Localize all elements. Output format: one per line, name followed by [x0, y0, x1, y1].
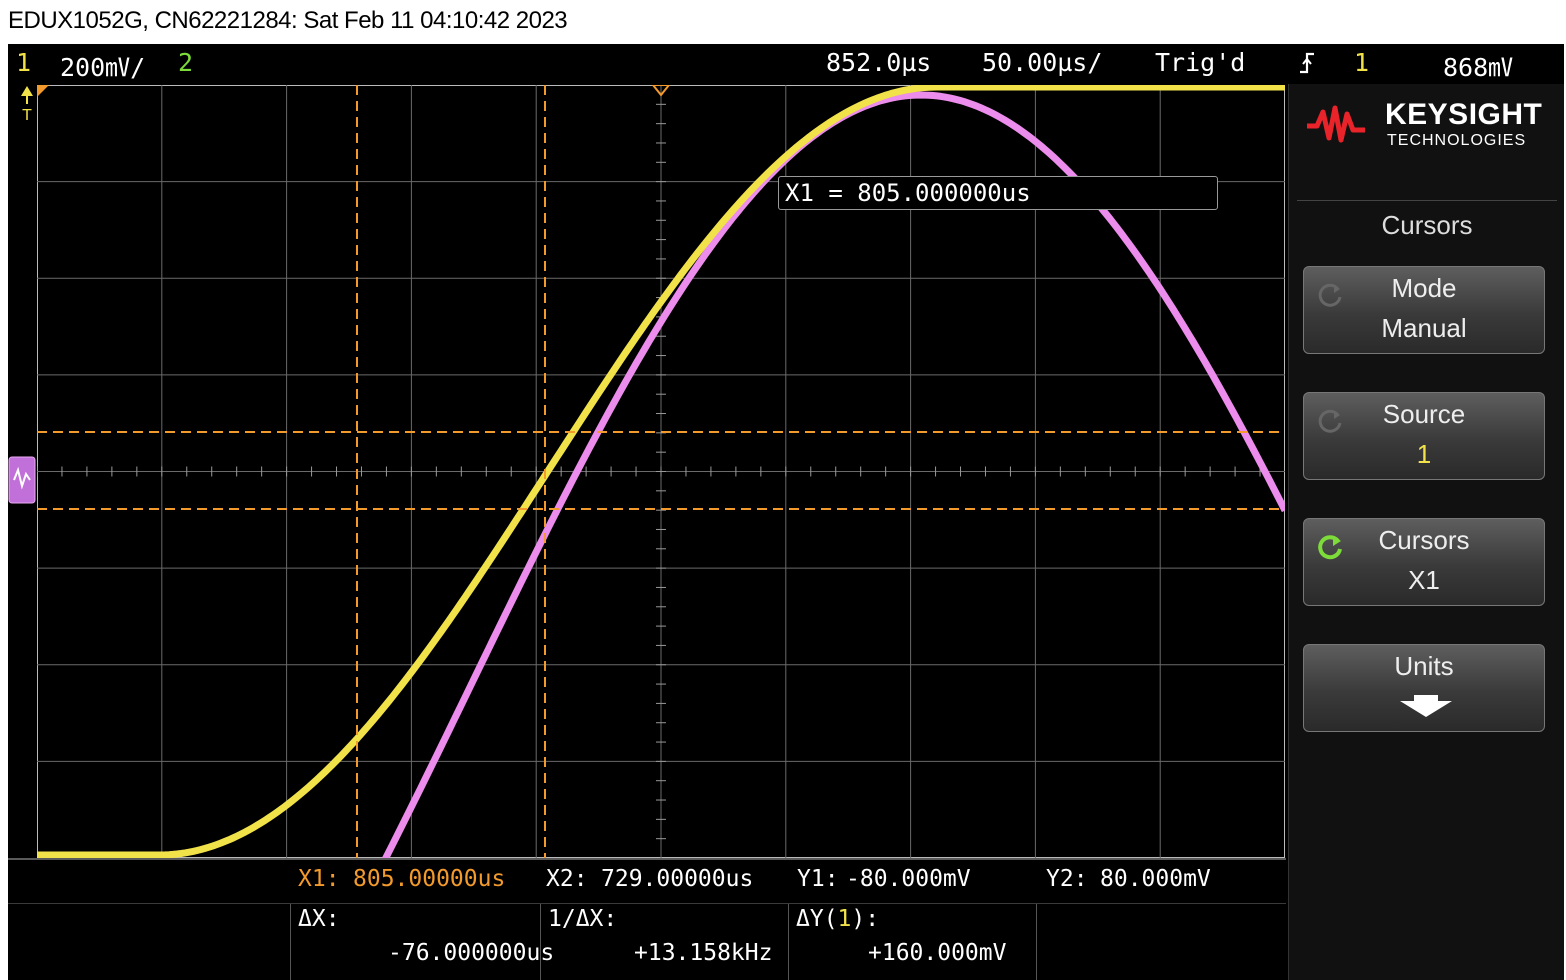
softkey-source[interactable]: Source 1 — [1303, 392, 1545, 480]
ch1-label[interactable]: 1 — [16, 48, 32, 77]
x1-value: 805.00000us — [353, 866, 506, 892]
window-title: EDUX1052G, CN62221284: Sat Feb 11 04:10:… — [8, 7, 568, 34]
ch1-scale[interactable]: 200㎷/ — [60, 53, 146, 82]
softkey-cursors[interactable]: Cursors X1 — [1303, 518, 1545, 606]
divider — [788, 904, 789, 980]
y2-value: 80.000mV — [1100, 866, 1211, 892]
divider — [1297, 200, 1557, 201]
divider — [290, 904, 291, 980]
status-bar: 1 200㎷/ 2 852.0µs 50.00µs/ Trig'd 1 868㎷ — [8, 44, 1564, 82]
x2-value: 729.00000us — [601, 866, 754, 892]
waveform-plot[interactable] — [37, 85, 1285, 858]
dx-value: -76.000000us — [388, 940, 555, 966]
softkey-label: Source — [1382, 399, 1466, 429]
softkey-mode[interactable]: Mode Manual — [1303, 266, 1545, 354]
time-scale[interactable]: 50.00µs/ — [982, 48, 1103, 77]
oscilloscope-screen: 1 200㎷/ 2 852.0µs 50.00µs/ Trig'd 1 868㎷… — [8, 44, 1564, 980]
softkey-value: 1 — [1416, 439, 1432, 469]
dy-label: ΔY(1): — [796, 906, 879, 932]
rotate-knob-icon — [1318, 409, 1342, 433]
dx-label: ΔX: — [298, 906, 340, 932]
delta-values-row: ΔX: -76.000000us 1/ΔX: +13.158kHz ΔY(1):… — [8, 903, 1286, 980]
inv-dx-label: 1/ΔX: — [548, 906, 618, 932]
down-arrow-icon — [1400, 695, 1452, 717]
softkey-value: X1 — [1408, 565, 1440, 595]
keysight-logo: KEYSIGHT TECHNOLOGIES — [1305, 94, 1550, 154]
softkey-value: Manual — [1381, 313, 1467, 343]
time-delay[interactable]: 852.0µs — [826, 48, 932, 77]
trigger-state: Trig'd — [1155, 48, 1246, 77]
rotate-knob-active-icon — [1318, 535, 1342, 560]
measurement-panel: X1: 805.00000us X2: 729.00000us Y1: -80.… — [8, 858, 1286, 980]
ch2-label[interactable]: 2 — [178, 48, 194, 77]
cursor-values-row: X1: 805.00000us X2: 729.00000us Y1: -80.… — [8, 858, 1286, 904]
cursor-readout: X1 = 805.000000us — [778, 176, 1218, 210]
dy-label-suffix: ): — [851, 906, 880, 932]
inv-dx-value: +13.158kHz — [634, 940, 773, 966]
softkey-units[interactable]: Units — [1303, 644, 1545, 732]
divider — [1036, 904, 1037, 980]
ground-marker[interactable]: T — [19, 84, 35, 124]
x1-label: X1: — [298, 866, 340, 892]
trigger-level[interactable]: 868㎷ — [1443, 53, 1514, 82]
math-waveform-icon[interactable] — [8, 456, 38, 504]
divider — [540, 904, 541, 980]
dy-label-prefix: ΔY( — [796, 906, 838, 932]
softkey-label: Units — [1394, 651, 1454, 681]
x2-label: X2: — [546, 866, 588, 892]
softkey-label: Cursors — [1378, 525, 1470, 555]
dy-label-source: 1 — [837, 906, 852, 932]
brand-sub: TECHNOLOGIES — [1387, 132, 1527, 149]
y1-value: -80.000mV — [846, 866, 971, 892]
softkey-label: Mode — [1391, 273, 1457, 303]
time-reference-marker — [37, 85, 49, 97]
keysight-wave-icon — [1307, 105, 1365, 143]
rotate-knob-icon — [1318, 283, 1342, 307]
y2-label: Y2: — [1046, 866, 1088, 892]
dy-value: +160.000mV — [868, 940, 1007, 966]
trigger-marker-icon — [651, 85, 671, 97]
brand-name: KEYSIGHT — [1385, 98, 1543, 131]
rising-edge-icon — [1298, 50, 1316, 82]
trigger-source[interactable]: 1 — [1354, 48, 1370, 77]
menu-title: Cursors — [1381, 210, 1473, 240]
softkey-panel: KEYSIGHT TECHNOLOGIES Cursors Mode Manua… — [1288, 84, 1564, 980]
ground-marker-label: T — [22, 107, 32, 124]
y1-label: Y1: — [797, 866, 839, 892]
